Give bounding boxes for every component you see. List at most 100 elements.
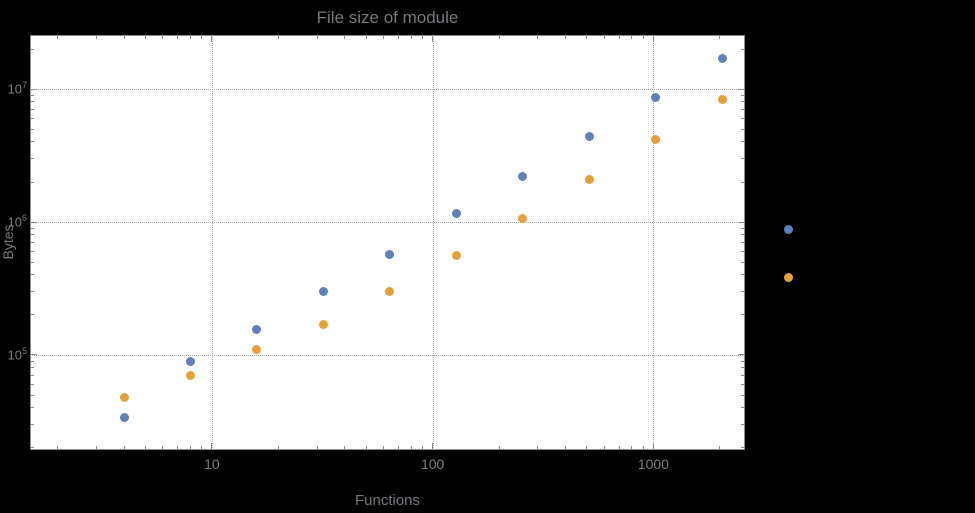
tick-mark — [277, 446, 279, 449]
data-point — [451, 209, 461, 219]
tick-mark — [31, 291, 34, 293]
tick-mark — [603, 446, 605, 449]
y-tick-label: 106 — [7, 213, 27, 230]
tick-mark — [397, 446, 399, 449]
gridline-vertical — [653, 35, 655, 450]
tick-mark — [31, 367, 34, 369]
data-point — [651, 134, 661, 144]
tick-mark — [618, 446, 620, 449]
tick-mark — [410, 446, 412, 449]
gridline-horizontal — [30, 354, 745, 356]
data-point — [119, 412, 129, 422]
tick-mark — [211, 443, 213, 449]
tick-mark — [652, 36, 654, 42]
tick-mark — [741, 274, 744, 276]
data-point — [318, 319, 328, 329]
tick-mark — [738, 221, 744, 223]
tick-mark — [31, 407, 34, 409]
tick-mark — [31, 118, 34, 120]
tick-mark — [31, 227, 34, 229]
plot-area — [30, 35, 745, 450]
tick-mark — [31, 394, 34, 396]
chart-title: File size of module — [316, 8, 459, 27]
tick-mark — [741, 158, 744, 160]
tick-mark — [565, 446, 567, 449]
tick-mark — [277, 36, 279, 39]
data-point — [717, 53, 727, 63]
tick-mark — [537, 446, 539, 449]
tick-mark — [741, 261, 744, 263]
tick-mark — [123, 36, 125, 39]
tick-mark — [31, 360, 34, 362]
tick-mark — [652, 443, 654, 449]
gridline-horizontal — [30, 222, 745, 224]
tick-mark — [201, 446, 203, 449]
tick-mark — [95, 446, 97, 449]
data-point — [252, 325, 262, 335]
tick-mark — [741, 291, 744, 293]
tick-mark — [741, 141, 744, 143]
tick-mark — [741, 109, 744, 111]
tick-mark — [316, 36, 318, 39]
data-point — [252, 344, 262, 354]
tick-mark — [31, 314, 34, 316]
tick-mark — [741, 227, 744, 229]
tick-mark — [31, 242, 34, 244]
data-point — [518, 171, 528, 181]
tick-mark — [422, 36, 424, 39]
tick-mark — [642, 36, 644, 39]
tick-mark — [144, 36, 146, 39]
tick-mark — [31, 101, 34, 103]
data-point — [185, 356, 195, 366]
tick-mark — [741, 375, 744, 377]
gridline-vertical — [211, 35, 213, 450]
tick-mark — [537, 36, 539, 39]
tick-mark — [741, 447, 744, 449]
x-tick-label: 10 — [204, 456, 220, 472]
tick-mark — [57, 446, 59, 449]
y-tick-label: 107 — [7, 80, 27, 97]
tick-mark — [189, 36, 191, 39]
data-point — [717, 95, 727, 105]
tick-mark — [738, 354, 744, 356]
tick-mark — [738, 88, 744, 90]
tick-mark — [586, 36, 588, 39]
tick-mark — [432, 443, 434, 449]
tick-mark — [211, 36, 213, 42]
data-point — [584, 131, 594, 141]
y-axis-label: Bytes — [0, 224, 16, 260]
data-point — [784, 273, 794, 283]
tick-mark — [741, 242, 744, 244]
data-point — [584, 174, 594, 184]
data-point — [185, 371, 195, 381]
tick-mark — [365, 36, 367, 39]
tick-mark — [741, 118, 744, 120]
tick-mark — [365, 446, 367, 449]
tick-mark — [31, 261, 34, 263]
tick-mark — [31, 251, 34, 253]
tick-mark — [31, 88, 37, 90]
tick-mark — [741, 94, 744, 96]
tick-mark — [31, 234, 34, 236]
x-tick-label: 1000 — [637, 456, 669, 472]
data-point — [451, 251, 461, 260]
tick-mark — [31, 181, 34, 183]
tick-mark — [344, 446, 346, 449]
tick-mark — [741, 181, 744, 183]
tick-mark — [31, 221, 37, 223]
tick-mark — [31, 128, 34, 130]
tick-mark — [201, 36, 203, 39]
tick-mark — [31, 447, 34, 449]
tick-mark — [123, 446, 125, 449]
tick-mark — [719, 446, 721, 449]
data-point — [518, 213, 528, 223]
tick-mark — [31, 375, 34, 377]
tick-mark — [741, 394, 744, 396]
tick-mark — [741, 367, 744, 369]
tick-mark — [31, 424, 34, 426]
data-point — [385, 249, 395, 259]
tick-mark — [177, 36, 179, 39]
tick-mark — [422, 446, 424, 449]
tick-mark — [31, 354, 37, 356]
